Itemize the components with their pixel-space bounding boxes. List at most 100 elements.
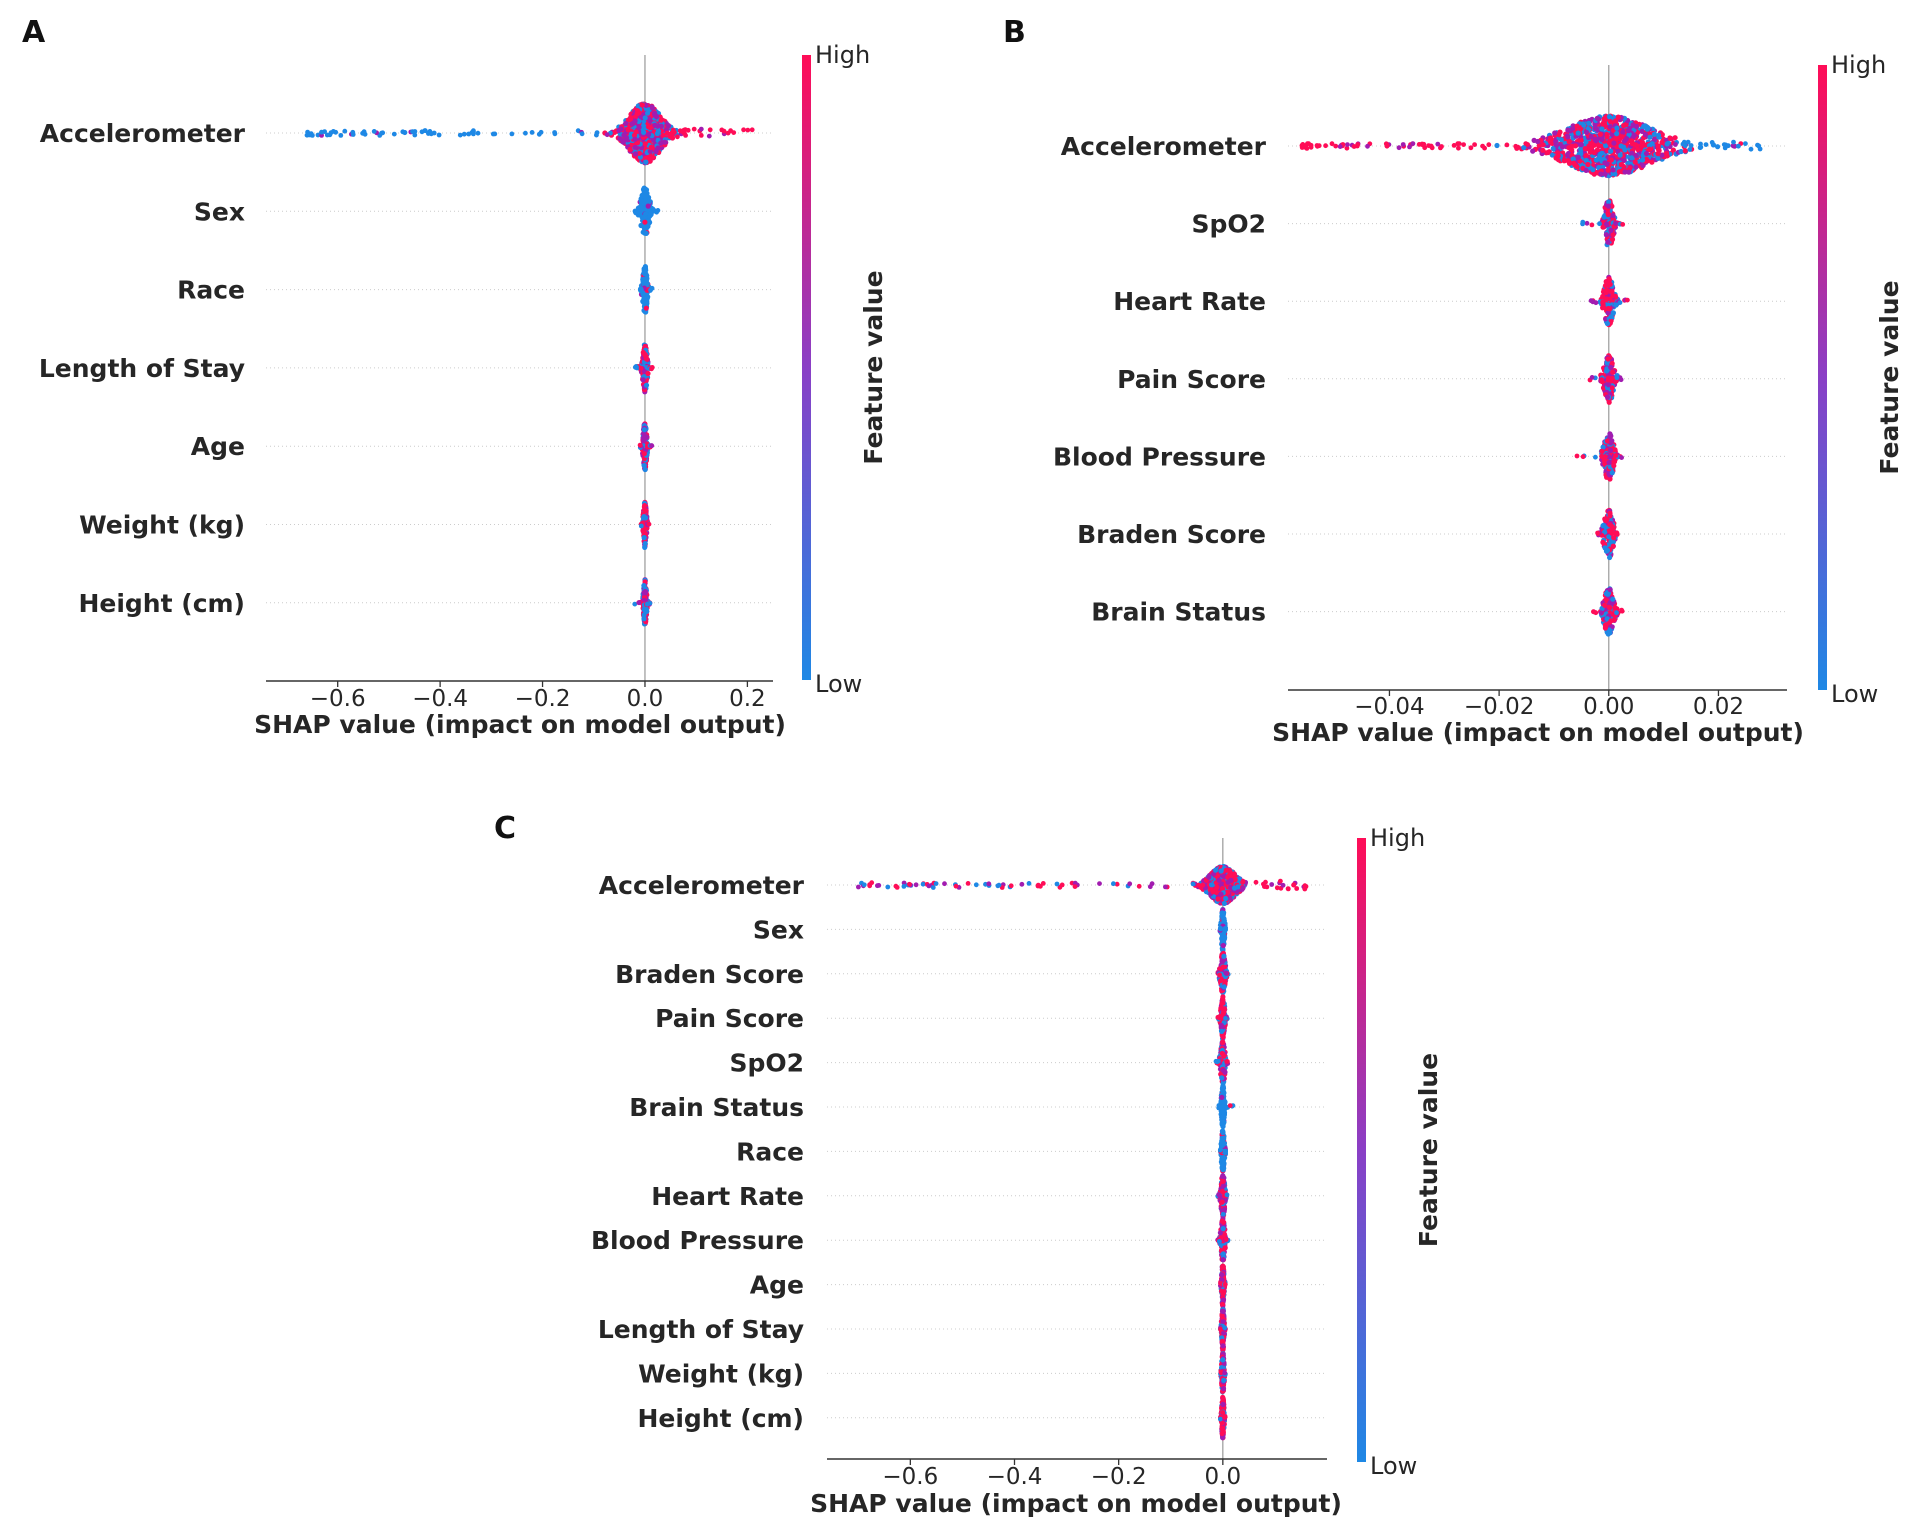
shap-point <box>1560 144 1566 150</box>
shap-point <box>654 131 661 137</box>
shap-point <box>636 124 642 130</box>
shap-point <box>642 507 648 513</box>
shap-point <box>660 132 666 138</box>
feature-label: Age <box>191 432 245 461</box>
shap-point <box>1597 153 1603 159</box>
shap-point <box>1620 129 1626 135</box>
shap-point <box>1618 143 1624 149</box>
shap-point <box>1664 141 1670 147</box>
feature-label: Pain Score <box>655 1004 804 1033</box>
colorbar-gradient <box>1818 65 1827 690</box>
shap-point <box>641 616 647 622</box>
feature-label: Length of Stay <box>39 354 245 383</box>
shap-point <box>1586 120 1592 126</box>
shap-point <box>1655 155 1661 161</box>
shap-point <box>633 210 639 216</box>
shap-point <box>1605 167 1611 173</box>
shap-point <box>1111 881 1116 887</box>
shap-point <box>670 127 676 133</box>
shap-point <box>1631 132 1637 139</box>
shap-point <box>1578 138 1584 144</box>
shap-point <box>1565 127 1571 133</box>
shap-point <box>638 288 643 293</box>
shap-point <box>642 115 648 121</box>
shap-point <box>642 188 649 195</box>
shap-point <box>636 600 642 606</box>
shap-point <box>1600 305 1606 311</box>
shap-point <box>625 127 631 133</box>
shap-point <box>1655 132 1662 138</box>
shap-point <box>461 131 467 137</box>
shap-point <box>1606 114 1613 120</box>
shap-point <box>1468 145 1474 151</box>
shap-point <box>1614 125 1620 131</box>
shap-point <box>646 156 652 162</box>
shap-point <box>1649 159 1655 165</box>
shap-point <box>1607 447 1614 453</box>
shap-point <box>1630 122 1636 128</box>
shap-point <box>1026 881 1032 886</box>
shap-point <box>1583 152 1589 159</box>
shap-point <box>1614 131 1620 137</box>
shap-point <box>529 130 535 135</box>
shap-point <box>1608 618 1614 624</box>
shap-point <box>1610 212 1616 219</box>
shap-point <box>1593 157 1599 163</box>
shap-point <box>1540 147 1546 153</box>
shap-point <box>1584 220 1590 226</box>
shap-point <box>1280 882 1286 888</box>
shap-point <box>642 352 648 358</box>
shap-point <box>1019 881 1025 887</box>
shap-point <box>1602 283 1609 289</box>
shap-point <box>350 129 356 135</box>
feature-label: SpO2 <box>729 1049 804 1078</box>
feature-label: Accelerometer <box>1061 132 1267 161</box>
shap-point <box>1601 116 1607 122</box>
shap-point <box>645 110 651 116</box>
shap-point <box>1641 123 1647 129</box>
shap-point <box>643 230 649 236</box>
shap-point <box>422 128 428 134</box>
shap-point <box>1549 152 1555 158</box>
shap-point <box>436 132 442 138</box>
shap-point <box>1565 152 1571 158</box>
x-tick-label: 0.00 <box>1583 694 1634 720</box>
shap-point <box>1456 145 1461 151</box>
feature-label: Race <box>736 1137 804 1166</box>
colorbar: High Low Feature value <box>1818 51 1904 708</box>
shap-point <box>869 880 875 886</box>
shap-point <box>618 126 624 132</box>
shap-point <box>1667 135 1673 142</box>
shap-point <box>1555 153 1561 159</box>
shap-point <box>1608 364 1614 370</box>
shap-point <box>665 123 672 129</box>
shap-point <box>1578 126 1584 132</box>
shap-point <box>658 117 664 123</box>
shap-point <box>639 102 645 108</box>
shap-point <box>942 881 947 887</box>
shap-point <box>1613 221 1619 226</box>
shap-point <box>953 883 959 889</box>
shap-point <box>1262 884 1267 889</box>
shap-point <box>647 148 653 154</box>
shap-point <box>1743 141 1748 147</box>
feature-label: Braden Score <box>1077 520 1266 549</box>
shap-point <box>333 129 339 135</box>
feature-label: Accelerometer <box>40 119 246 148</box>
shap-point <box>1609 438 1615 444</box>
shap-point <box>642 503 648 509</box>
shap-point <box>1664 150 1670 156</box>
shap-point <box>745 127 751 133</box>
shap-point <box>475 130 481 136</box>
shap-point <box>653 148 659 155</box>
shap-point <box>617 136 623 142</box>
shap-point <box>632 136 638 142</box>
shap-point <box>1480 143 1485 149</box>
shap-point <box>965 881 971 886</box>
colorbar: High Low Feature value <box>802 41 888 698</box>
shap-point <box>492 131 498 137</box>
shap-point <box>638 365 644 371</box>
shap-point <box>1604 134 1610 140</box>
shap-point <box>1451 143 1457 148</box>
